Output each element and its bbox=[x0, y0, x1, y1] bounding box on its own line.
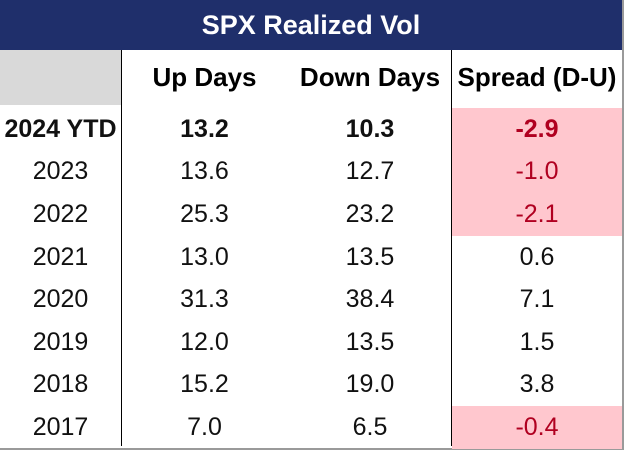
year-cell: 2018 bbox=[32, 370, 89, 399]
header-up-days: Up Days bbox=[152, 62, 257, 92]
up-days-cell: 13.0 bbox=[180, 242, 229, 271]
spread-cell: -2.1 bbox=[452, 193, 622, 236]
year-cell: 2022 bbox=[32, 199, 89, 228]
table-row: 2024 YTD 13.2 10.3 -2.9 bbox=[0, 108, 622, 151]
down-days-cell: 23.2 bbox=[345, 199, 395, 228]
down-days-cell: 6.5 bbox=[352, 412, 388, 441]
up-days-cell: 25.3 bbox=[180, 199, 229, 228]
header-down-days: Down Days bbox=[299, 62, 441, 92]
divider-left bbox=[121, 50, 122, 446]
year-cell: 2021 bbox=[32, 242, 89, 271]
down-days-cell: 19.0 bbox=[345, 370, 395, 399]
year-cell: 2023 bbox=[32, 157, 89, 186]
spread-cell: 7.1 bbox=[519, 285, 555, 314]
year-cell: 2024 YTD bbox=[4, 114, 117, 143]
down-days-cell: 10.3 bbox=[345, 114, 395, 143]
header-spread: Spread (D-U) bbox=[457, 62, 617, 92]
header-row: Up Days Down Days Spread (D-U) bbox=[0, 50, 622, 105]
spread-cell: -2.9 bbox=[452, 108, 622, 151]
table-row: 2018 15.2 19.0 3.8 bbox=[0, 364, 622, 407]
divider-right bbox=[451, 50, 452, 446]
up-days-cell: 12.0 bbox=[180, 327, 229, 356]
table-row: 2019 12.0 13.5 1.5 bbox=[0, 321, 622, 364]
table-row: 2023 13.6 12.7 -1.0 bbox=[0, 150, 622, 194]
table-title: SPX Realized Vol bbox=[0, 0, 622, 50]
table-row: 2022 25.3 23.2 -2.1 bbox=[0, 193, 622, 236]
up-days-cell: 31.3 bbox=[180, 285, 229, 314]
table-row: 2020 31.3 38.4 7.1 bbox=[0, 278, 622, 321]
year-cell: 2019 bbox=[32, 327, 89, 356]
up-days-cell: 15.2 bbox=[180, 370, 229, 399]
year-cell: 2017 bbox=[32, 412, 89, 441]
table-row: 2017 7.0 6.5 -0.4 bbox=[0, 406, 622, 449]
down-days-cell: 12.7 bbox=[345, 157, 395, 186]
up-days-cell: 13.2 bbox=[180, 114, 229, 143]
spread-cell: -1.0 bbox=[452, 150, 622, 194]
down-days-cell: 13.5 bbox=[345, 327, 395, 356]
year-cell: 2020 bbox=[32, 285, 89, 314]
up-days-cell: 13.6 bbox=[180, 157, 229, 186]
table-body: 2024 YTD 13.2 10.3 -2.9 2023 13.6 12.7 -1.0 2022… bbox=[0, 108, 622, 449]
spread-cell: 0.6 bbox=[519, 242, 555, 271]
header-year bbox=[0, 50, 121, 105]
spread-cell: 1.5 bbox=[519, 327, 555, 356]
spread-cell: 3.8 bbox=[519, 370, 555, 399]
table-row: 2021 13.0 13.5 0.6 bbox=[0, 236, 622, 279]
spread-cell: -0.4 bbox=[452, 406, 622, 449]
up-days-cell: 7.0 bbox=[187, 412, 222, 441]
down-days-cell: 38.4 bbox=[345, 285, 395, 314]
down-days-cell: 13.5 bbox=[345, 242, 395, 271]
